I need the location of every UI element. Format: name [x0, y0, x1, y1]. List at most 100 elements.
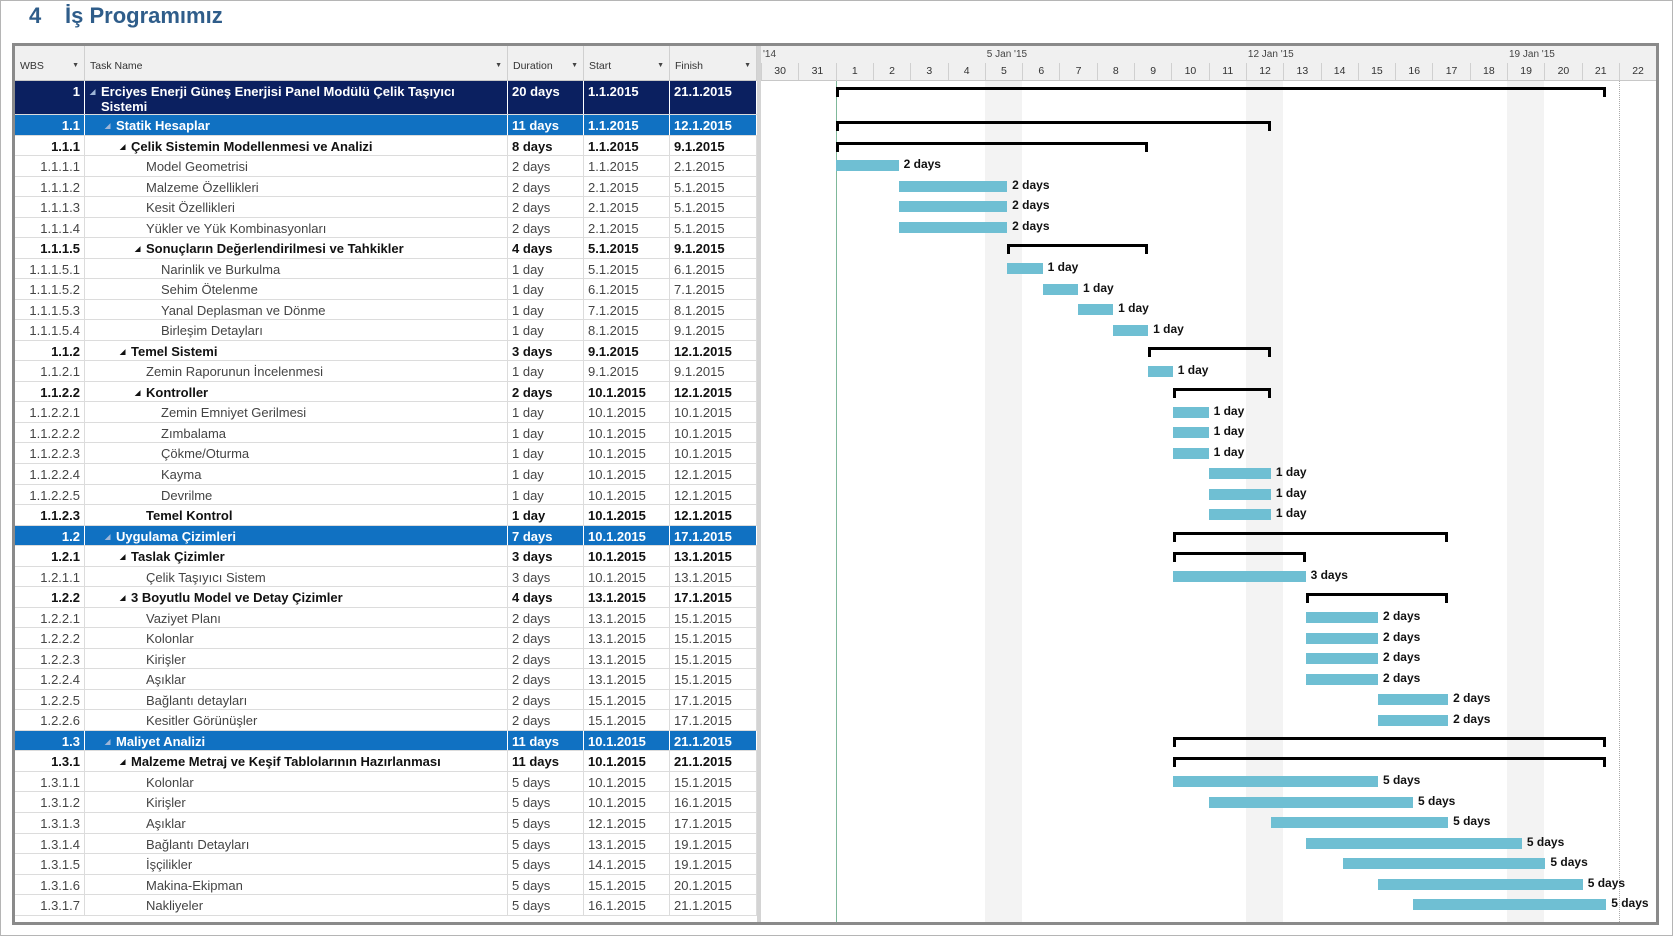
table-row[interactable]: 1.1.1.5.2 Sehim Ötelenme 1 day 6.1.2015 7.1.… [15, 279, 757, 300]
task-name-cell[interactable]: ◢ Sonuçların Değerlendirilmesi ve Tahkikl… [85, 238, 508, 258]
table-row[interactable]: 1.1.2.2.1 Zemin Emniyet Gerilmesi 1 day 10.… [15, 402, 757, 423]
table-row[interactable]: 1.1.1.5.4 Birleşim Detayları 1 day 8.1.2015… [15, 320, 757, 341]
task-name-cell[interactable]: Narinlik ve Burkulma [85, 258, 508, 279]
column-header-task-name[interactable]: Task Name ▼ [85, 46, 508, 80]
task-bar[interactable] [1172, 447, 1209, 459]
task-name-cell[interactable]: ◢ Temel Sistemi [85, 340, 508, 361]
task-name-cell[interactable]: ◢ Malzeme Metraj ve Keşif Tablolarının Ha… [85, 751, 508, 771]
task-bar[interactable] [1007, 262, 1043, 274]
task-name-cell[interactable]: Devrilme [85, 484, 508, 505]
table-row[interactable]: 1.3.1.2 Kirişler 5 days 10.1.2015 16.1.2015 [15, 792, 757, 813]
table-row[interactable]: 1.1.2.2.2 Zımbalama 1 day 10.1.2015 10.1.201… [15, 422, 757, 444]
table-row[interactable]: 1.2.1.1 Çelik Taşıyıcı Sistem 3 days 10.1.2… [15, 566, 757, 588]
task-name-cell[interactable]: Çelik Taşıyıcı Sistem [85, 566, 508, 587]
collapse-triangle-icon[interactable]: ◢ [120, 554, 126, 562]
table-row[interactable]: 1.2.2.4 Aşıklar 2 days 13.1.2015 15.1.2015 [15, 669, 757, 690]
task-bar[interactable] [1113, 324, 1149, 336]
task-bar[interactable] [1305, 653, 1378, 665]
dropdown-arrow-icon[interactable]: ▼ [657, 62, 664, 69]
summary-bar[interactable] [1305, 593, 1449, 604]
collapse-triangle-icon[interactable]: ◢ [120, 143, 126, 151]
task-bar[interactable] [1377, 694, 1449, 706]
column-header-finish[interactable]: Finish ▼ [670, 46, 757, 80]
dropdown-arrow-icon[interactable]: ▼ [744, 62, 751, 69]
summary-bar[interactable] [1172, 757, 1607, 768]
task-name-cell[interactable]: Çökme/Oturma [85, 443, 508, 463]
collapse-triangle-icon[interactable]: ◢ [135, 246, 141, 254]
task-bar[interactable] [898, 221, 1008, 233]
task-bar[interactable] [835, 160, 899, 172]
task-bar[interactable] [1342, 858, 1546, 870]
task-name-cell[interactable]: Zemin Emniyet Gerilmesi [85, 402, 508, 422]
task-bar[interactable] [1172, 570, 1306, 582]
summary-bar[interactable] [1172, 531, 1449, 542]
collapse-triangle-icon[interactable]: ◢ [120, 348, 126, 356]
table-row[interactable]: 1.1.1.5.3 Yanal Deplasman ve Dönme 1 day 7.… [15, 299, 757, 321]
summary-bar[interactable] [1007, 244, 1149, 255]
collapse-triangle-icon[interactable]: ◢ [120, 595, 126, 603]
task-name-cell[interactable]: Kolonlar [85, 628, 508, 648]
task-name-cell[interactable]: ◢ Maliyet Analizi [85, 730, 508, 751]
table-row[interactable]: 1.2.2.6 Kesitler Görünüşler 2 days 15.1.201… [15, 710, 757, 731]
table-row[interactable]: 1.2 ◢ Uygulama Çizimleri 7 days 10.1.2015 17.… [15, 525, 757, 547]
table-row[interactable]: 1.1.1.5.1 Narinlik ve Burkulma 1 day 5.1.20… [15, 258, 757, 280]
task-name-cell[interactable]: Yanal Deplasman ve Dönme [85, 299, 508, 320]
task-name-cell[interactable]: İşçilikler [85, 854, 508, 874]
task-bar[interactable] [898, 180, 1008, 192]
table-row[interactable]: 1.3.1.4 Bağlantı Detayları 5 days 13.1.2015… [15, 833, 757, 855]
collapse-triangle-icon[interactable]: ◢ [120, 759, 126, 767]
task-name-cell[interactable]: Sehim Ötelenme [85, 279, 508, 299]
task-bar[interactable] [1305, 673, 1378, 685]
task-name-cell[interactable]: Temel Kontrol [85, 505, 508, 525]
table-row[interactable]: 1.3.1 ◢ Malzeme Metraj ve Keşif Tabloların… [15, 751, 757, 772]
task-name-cell[interactable]: Kirişler [85, 648, 508, 669]
task-name-cell[interactable]: Kirişler [85, 792, 508, 812]
table-row[interactable]: 1.1.2.1 Zemin Raporunun İncelenmesi 1 day 9… [15, 361, 757, 382]
table-row[interactable]: 1.1.1 ◢ Çelik Sistemin Modellenmesi ve Ana… [15, 135, 757, 157]
summary-bar[interactable] [1148, 346, 1271, 357]
table-row[interactable]: 1.1.2.2.3 Çökme/Oturma 1 day 10.1.2015 10.1.… [15, 443, 757, 464]
task-bar[interactable] [1377, 878, 1583, 890]
task-bar[interactable] [1413, 899, 1607, 911]
table-row[interactable]: 1.1 ◢ Statik Hesaplar 11 days 1.1.2015 12.1.2… [15, 115, 757, 136]
task-name-cell[interactable]: Kesit Özellikleri [85, 197, 508, 217]
table-row[interactable]: 1.2.1 ◢ Taslak Çizimler 3 days 10.1.2015 13.1… [15, 546, 757, 567]
table-row[interactable]: 1.1.2.2.5 Devrilme 1 day 10.1.2015 12.1.2015 [15, 484, 757, 506]
task-name-cell[interactable]: ◢ Kontroller [85, 381, 508, 402]
table-row[interactable]: 1.2.2.5 Bağlantı detayları 2 days 15.1.2015… [15, 689, 757, 711]
table-row[interactable]: 1.1.1.3 Kesit Özellikleri 2 days 2.1.2015 5.… [15, 197, 757, 218]
task-bar[interactable] [1270, 817, 1449, 829]
table-row[interactable]: 1.3.1.6 Makina-Ekipman 5 days 15.1.2015 20.1… [15, 874, 757, 896]
task-bar[interactable] [1377, 714, 1449, 726]
table-row[interactable]: 1.3.1.5 İşçilikler 5 days 14.1.2015 19.1.201… [15, 854, 757, 875]
task-name-cell[interactable]: Makina-Ekipman [85, 874, 508, 895]
summary-bar[interactable] [1172, 736, 1607, 747]
table-row[interactable]: 1.1.1.1 Model Geometrisi 2 days 1.1.2015 2.1… [15, 156, 757, 177]
task-name-cell[interactable]: ◢ Çelik Sistemin Modellenmesi ve Analizi [85, 135, 508, 156]
task-bar[interactable] [1172, 427, 1209, 439]
task-name-cell[interactable]: ◢ Taslak Çizimler [85, 546, 508, 566]
column-header-duration[interactable]: Duration ▼ [508, 46, 584, 80]
task-name-cell[interactable]: Zımbalama [85, 422, 508, 443]
table-row[interactable]: 1.1.2.2 ◢ Kontroller 2 days 10.1.2015 12.1.20… [15, 381, 757, 403]
task-name-cell[interactable]: Yükler ve Yük Kombinasyonları [85, 217, 508, 238]
summary-bar[interactable] [835, 141, 1149, 152]
column-header-wbs[interactable]: WBS ▼ [15, 46, 85, 80]
task-name-cell[interactable]: Bağlantı Detayları [85, 833, 508, 854]
table-row[interactable]: 1.1.2.3 Temel Kontrol 1 day 10.1.2015 12.1.2… [15, 505, 757, 526]
task-bar[interactable] [1172, 406, 1209, 418]
table-row[interactable]: 1.2.2.2 Kolonlar 2 days 13.1.2015 15.1.2015 [15, 628, 757, 649]
task-name-cell[interactable]: ◢ 3 Boyutlu Model ve Detay Çizimler [85, 587, 508, 607]
task-bar[interactable] [1078, 304, 1114, 316]
table-row[interactable]: 1.3 ◢ Maliyet Analizi 11 days 10.1.2015 21.1.… [15, 730, 757, 752]
task-name-cell[interactable]: ◢ Statik Hesaplar [85, 115, 508, 135]
summary-bar[interactable] [1172, 387, 1271, 398]
task-bar[interactable] [1148, 365, 1173, 377]
task-name-cell[interactable]: Zemin Raporunun İncelenmesi [85, 361, 508, 381]
dropdown-arrow-icon[interactable]: ▼ [495, 62, 502, 69]
task-bar[interactable] [1305, 837, 1522, 849]
task-name-cell[interactable]: Nakliyeler [85, 895, 508, 915]
table-row[interactable]: 1.1.1.2 Malzeme Özellikleri 2 days 2.1.2015… [15, 176, 757, 198]
table-row[interactable]: 1.2.2 ◢ 3 Boyutlu Model ve Detay Çizimler 4… [15, 587, 757, 608]
task-name-cell[interactable]: Aşıklar [85, 669, 508, 689]
